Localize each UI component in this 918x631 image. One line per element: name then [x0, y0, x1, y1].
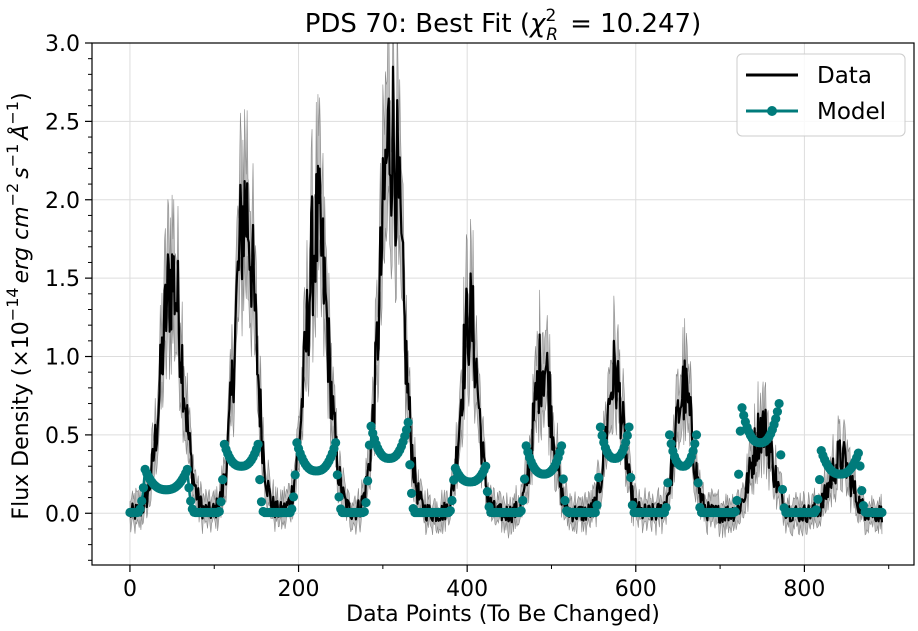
- model-point: [361, 497, 371, 508]
- y-tick-label: 0.5: [45, 424, 80, 449]
- model-point: [690, 439, 700, 449]
- model-point: [363, 476, 373, 486]
- model-point: [664, 430, 675, 440]
- model-point: [406, 488, 417, 498]
- model-point: [558, 474, 568, 484]
- model-point: [734, 469, 744, 479]
- legend: Data Model: [736, 53, 906, 137]
- model-point: [592, 500, 602, 510]
- model-point: [693, 478, 703, 488]
- chart-title: PDS 70: Best Fit (χ2 R = 10.247): [305, 6, 702, 45]
- model-point: [774, 398, 784, 409]
- x-tick-label: 800: [783, 577, 825, 602]
- model-point: [732, 495, 742, 506]
- model-point: [184, 483, 194, 493]
- y-tick-label: 3.0: [45, 32, 80, 57]
- x-tick-label: 0: [123, 577, 137, 602]
- y-axis-label: Flux Density (×10−14erg cm−2s−1Å−1): [3, 92, 34, 519]
- model-point: [359, 507, 369, 517]
- model-point: [624, 422, 634, 432]
- model-point: [255, 474, 265, 485]
- model-point: [218, 474, 228, 485]
- model-point: [595, 422, 605, 432]
- model-point: [622, 430, 632, 441]
- model-point: [334, 492, 344, 502]
- model-point: [135, 504, 145, 514]
- model-point: [481, 461, 491, 471]
- y-axis: 0.0 0.5 1.0 1.5 2.0 2.5 3.0: [45, 32, 92, 561]
- model-point: [627, 500, 638, 510]
- model-point: [688, 446, 698, 456]
- model-point: [626, 472, 636, 483]
- model-point: [482, 487, 492, 497]
- model-point: [771, 414, 781, 424]
- x-axis-label: Data Points (To Be Changed): [346, 602, 660, 627]
- model-point: [691, 430, 702, 440]
- y-tick-label: 2.0: [45, 189, 80, 214]
- legend-model-label: Model: [817, 99, 886, 125]
- model-point: [445, 506, 455, 516]
- model-point: [772, 407, 783, 417]
- plot-frame: [91, 42, 915, 566]
- y-tick-label: 1.5: [45, 267, 80, 292]
- model-point: [621, 437, 631, 447]
- model-point: [735, 426, 745, 436]
- model-point: [186, 496, 196, 506]
- model-point: [666, 439, 676, 449]
- model-point: [405, 460, 415, 470]
- model-point: [403, 417, 413, 427]
- model-point: [737, 403, 747, 413]
- data-series: [128, 65, 884, 524]
- model-point: [288, 492, 299, 502]
- model-point: [663, 478, 673, 488]
- model-point: [138, 483, 149, 493]
- model-point: [777, 484, 788, 495]
- data-line-path: [128, 65, 884, 524]
- model-point: [516, 506, 526, 516]
- model-point: [214, 506, 224, 517]
- legend-data-label: Data: [817, 63, 872, 89]
- model-point: [366, 421, 376, 431]
- x-tick-label: 200: [278, 577, 320, 602]
- model-point: [811, 505, 821, 515]
- model-point: [814, 474, 825, 485]
- model-point: [776, 450, 786, 460]
- model-point: [556, 441, 567, 451]
- model-point: [661, 502, 671, 513]
- model-point: [519, 474, 530, 484]
- model-point: [857, 486, 867, 496]
- y-tick-label: 0.0: [45, 502, 80, 527]
- model-point: [287, 504, 297, 514]
- model-point: [447, 495, 457, 506]
- model-point: [597, 430, 607, 441]
- model-point: [853, 448, 863, 458]
- model-point: [813, 494, 823, 504]
- model-point: [560, 495, 570, 506]
- x-tick-label: 600: [615, 577, 657, 602]
- x-tick-label: 400: [446, 577, 488, 602]
- model-point: [182, 464, 192, 474]
- model-point: [594, 472, 604, 483]
- y-tick-label: 2.5: [45, 110, 80, 135]
- model-point: [590, 507, 600, 518]
- model-point: [256, 497, 267, 507]
- model-point: [401, 425, 412, 435]
- model-point: [290, 470, 300, 480]
- model-point: [855, 461, 865, 471]
- legend-model-marker: [767, 106, 777, 116]
- x-axis: 0 200 400 600 800: [123, 565, 890, 602]
- model-point: [730, 507, 740, 517]
- model-point: [137, 496, 147, 506]
- model-point: [518, 495, 528, 506]
- model-point: [877, 507, 887, 518]
- model-point: [253, 439, 263, 449]
- model-series: [125, 398, 887, 518]
- model-point: [216, 497, 226, 507]
- y-tick-label: 1.0: [45, 346, 80, 371]
- model-point: [331, 438, 341, 448]
- model-point: [332, 470, 342, 480]
